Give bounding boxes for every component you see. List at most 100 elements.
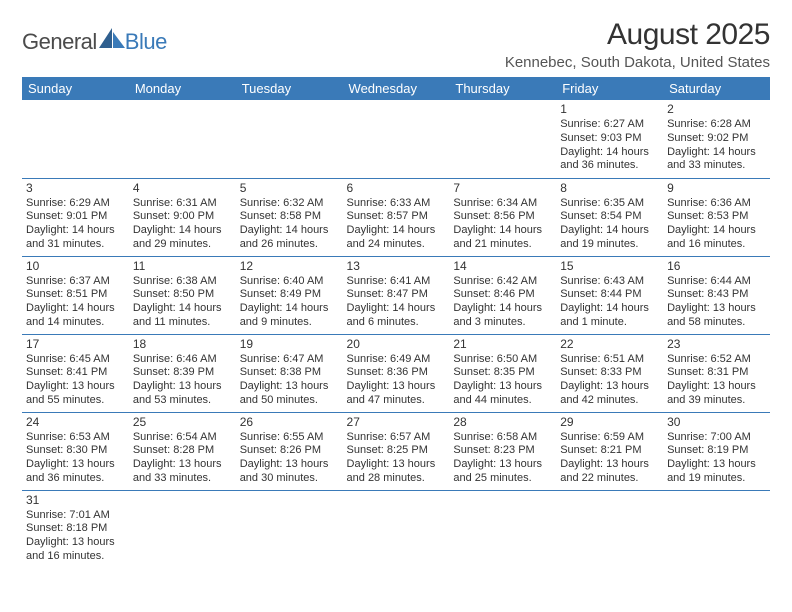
sunrise-text: Sunrise: 6:44 AM (667, 275, 766, 289)
daylight-text: Daylight: 13 hours and 47 minutes. (347, 380, 446, 408)
daylight-text: Daylight: 14 hours and 1 minute. (560, 302, 659, 330)
weekday-header: Wednesday (343, 77, 450, 100)
calendar-cell: 10Sunrise: 6:37 AMSunset: 8:51 PMDayligh… (22, 256, 129, 334)
calendar-cell: 26Sunrise: 6:55 AMSunset: 8:26 PMDayligh… (236, 412, 343, 490)
daylight-text: Daylight: 14 hours and 24 minutes. (347, 224, 446, 252)
daylight-text: Daylight: 14 hours and 29 minutes. (133, 224, 232, 252)
sunset-text: Sunset: 8:44 PM (560, 288, 659, 302)
day-number: 31 (26, 493, 125, 508)
calendar-cell: 18Sunrise: 6:46 AMSunset: 8:39 PMDayligh… (129, 334, 236, 412)
weekday-header: Thursday (449, 77, 556, 100)
sunset-text: Sunset: 8:50 PM (133, 288, 232, 302)
calendar-cell: 31Sunrise: 7:01 AMSunset: 8:18 PMDayligh… (22, 490, 129, 568)
calendar-cell: 1Sunrise: 6:27 AMSunset: 9:03 PMDaylight… (556, 100, 663, 178)
calendar-cell-empty (129, 100, 236, 178)
logo: General Blue (22, 18, 167, 56)
calendar-cell: 23Sunrise: 6:52 AMSunset: 8:31 PMDayligh… (663, 334, 770, 412)
daylight-text: Daylight: 14 hours and 26 minutes. (240, 224, 339, 252)
daylight-text: Daylight: 13 hours and 55 minutes. (26, 380, 125, 408)
page-subtitle: Kennebec, South Dakota, United States (505, 54, 770, 71)
calendar-body: 1Sunrise: 6:27 AMSunset: 9:03 PMDaylight… (22, 100, 770, 568)
sunrise-text: Sunrise: 6:47 AM (240, 353, 339, 367)
calendar-cell: 3Sunrise: 6:29 AMSunset: 9:01 PMDaylight… (22, 178, 129, 256)
sunrise-text: Sunrise: 6:38 AM (133, 275, 232, 289)
daylight-text: Daylight: 13 hours and 36 minutes. (26, 458, 125, 486)
sunset-text: Sunset: 8:58 PM (240, 210, 339, 224)
daylight-text: Daylight: 14 hours and 16 minutes. (667, 224, 766, 252)
sunrise-text: Sunrise: 6:41 AM (347, 275, 446, 289)
sunset-text: Sunset: 8:36 PM (347, 366, 446, 380)
calendar-cell: 25Sunrise: 6:54 AMSunset: 8:28 PMDayligh… (129, 412, 236, 490)
day-number: 2 (667, 102, 766, 117)
sunset-text: Sunset: 8:18 PM (26, 522, 125, 536)
sunrise-text: Sunrise: 6:37 AM (26, 275, 125, 289)
sunrise-text: Sunrise: 6:53 AM (26, 431, 125, 445)
sunrise-text: Sunrise: 6:59 AM (560, 431, 659, 445)
sunset-text: Sunset: 8:54 PM (560, 210, 659, 224)
calendar-row: 17Sunrise: 6:45 AMSunset: 8:41 PMDayligh… (22, 334, 770, 412)
day-number: 6 (347, 181, 446, 196)
daylight-text: Daylight: 14 hours and 31 minutes. (26, 224, 125, 252)
day-number: 7 (453, 181, 552, 196)
calendar-cell: 15Sunrise: 6:43 AMSunset: 8:44 PMDayligh… (556, 256, 663, 334)
sunset-text: Sunset: 8:23 PM (453, 444, 552, 458)
day-number: 12 (240, 259, 339, 274)
day-number: 30 (667, 415, 766, 430)
sunrise-text: Sunrise: 6:54 AM (133, 431, 232, 445)
calendar-cell: 9Sunrise: 6:36 AMSunset: 8:53 PMDaylight… (663, 178, 770, 256)
day-number: 11 (133, 259, 232, 274)
daylight-text: Daylight: 13 hours and 28 minutes. (347, 458, 446, 486)
daylight-text: Daylight: 13 hours and 53 minutes. (133, 380, 232, 408)
sunrise-text: Sunrise: 6:50 AM (453, 353, 552, 367)
daylight-text: Daylight: 13 hours and 25 minutes. (453, 458, 552, 486)
day-number: 26 (240, 415, 339, 430)
day-number: 22 (560, 337, 659, 352)
calendar-row: 10Sunrise: 6:37 AMSunset: 8:51 PMDayligh… (22, 256, 770, 334)
logo-text-general: General (22, 29, 97, 55)
sunset-text: Sunset: 8:38 PM (240, 366, 339, 380)
day-number: 18 (133, 337, 232, 352)
calendar-cell: 17Sunrise: 6:45 AMSunset: 8:41 PMDayligh… (22, 334, 129, 412)
calendar-cell: 12Sunrise: 6:40 AMSunset: 8:49 PMDayligh… (236, 256, 343, 334)
calendar-cell: 24Sunrise: 6:53 AMSunset: 8:30 PMDayligh… (22, 412, 129, 490)
calendar-row: 31Sunrise: 7:01 AMSunset: 8:18 PMDayligh… (22, 490, 770, 568)
sunset-text: Sunset: 8:56 PM (453, 210, 552, 224)
daylight-text: Daylight: 14 hours and 33 minutes. (667, 146, 766, 174)
daylight-text: Daylight: 13 hours and 30 minutes. (240, 458, 339, 486)
daylight-text: Daylight: 14 hours and 3 minutes. (453, 302, 552, 330)
sunrise-text: Sunrise: 6:42 AM (453, 275, 552, 289)
calendar-row: 3Sunrise: 6:29 AMSunset: 9:01 PMDaylight… (22, 178, 770, 256)
sunrise-text: Sunrise: 6:58 AM (453, 431, 552, 445)
calendar-cell-empty (343, 490, 450, 568)
calendar-cell: 11Sunrise: 6:38 AMSunset: 8:50 PMDayligh… (129, 256, 236, 334)
day-number: 29 (560, 415, 659, 430)
daylight-text: Daylight: 13 hours and 16 minutes. (26, 536, 125, 564)
calendar-cell: 13Sunrise: 6:41 AMSunset: 8:47 PMDayligh… (343, 256, 450, 334)
sunset-text: Sunset: 8:31 PM (667, 366, 766, 380)
daylight-text: Daylight: 14 hours and 6 minutes. (347, 302, 446, 330)
calendar-cell: 19Sunrise: 6:47 AMSunset: 8:38 PMDayligh… (236, 334, 343, 412)
calendar-table: Sunday Monday Tuesday Wednesday Thursday… (22, 77, 770, 568)
sunset-text: Sunset: 8:26 PM (240, 444, 339, 458)
calendar-cell: 14Sunrise: 6:42 AMSunset: 8:46 PMDayligh… (449, 256, 556, 334)
sunrise-text: Sunrise: 6:49 AM (347, 353, 446, 367)
daylight-text: Daylight: 13 hours and 33 minutes. (133, 458, 232, 486)
sunrise-text: Sunrise: 6:51 AM (560, 353, 659, 367)
day-number: 20 (347, 337, 446, 352)
day-number: 28 (453, 415, 552, 430)
sunrise-text: Sunrise: 6:45 AM (26, 353, 125, 367)
calendar-row: 1Sunrise: 6:27 AMSunset: 9:03 PMDaylight… (22, 100, 770, 178)
day-number: 27 (347, 415, 446, 430)
day-number: 24 (26, 415, 125, 430)
day-number: 8 (560, 181, 659, 196)
sunset-text: Sunset: 8:46 PM (453, 288, 552, 302)
sunset-text: Sunset: 8:51 PM (26, 288, 125, 302)
page: General Blue August 2025 Kennebec, South… (0, 0, 792, 612)
calendar-cell: 22Sunrise: 6:51 AMSunset: 8:33 PMDayligh… (556, 334, 663, 412)
daylight-text: Daylight: 13 hours and 22 minutes. (560, 458, 659, 486)
daylight-text: Daylight: 13 hours and 50 minutes. (240, 380, 339, 408)
sunrise-text: Sunrise: 6:46 AM (133, 353, 232, 367)
calendar-cell: 2Sunrise: 6:28 AMSunset: 9:02 PMDaylight… (663, 100, 770, 178)
sunset-text: Sunset: 8:33 PM (560, 366, 659, 380)
daylight-text: Daylight: 13 hours and 42 minutes. (560, 380, 659, 408)
